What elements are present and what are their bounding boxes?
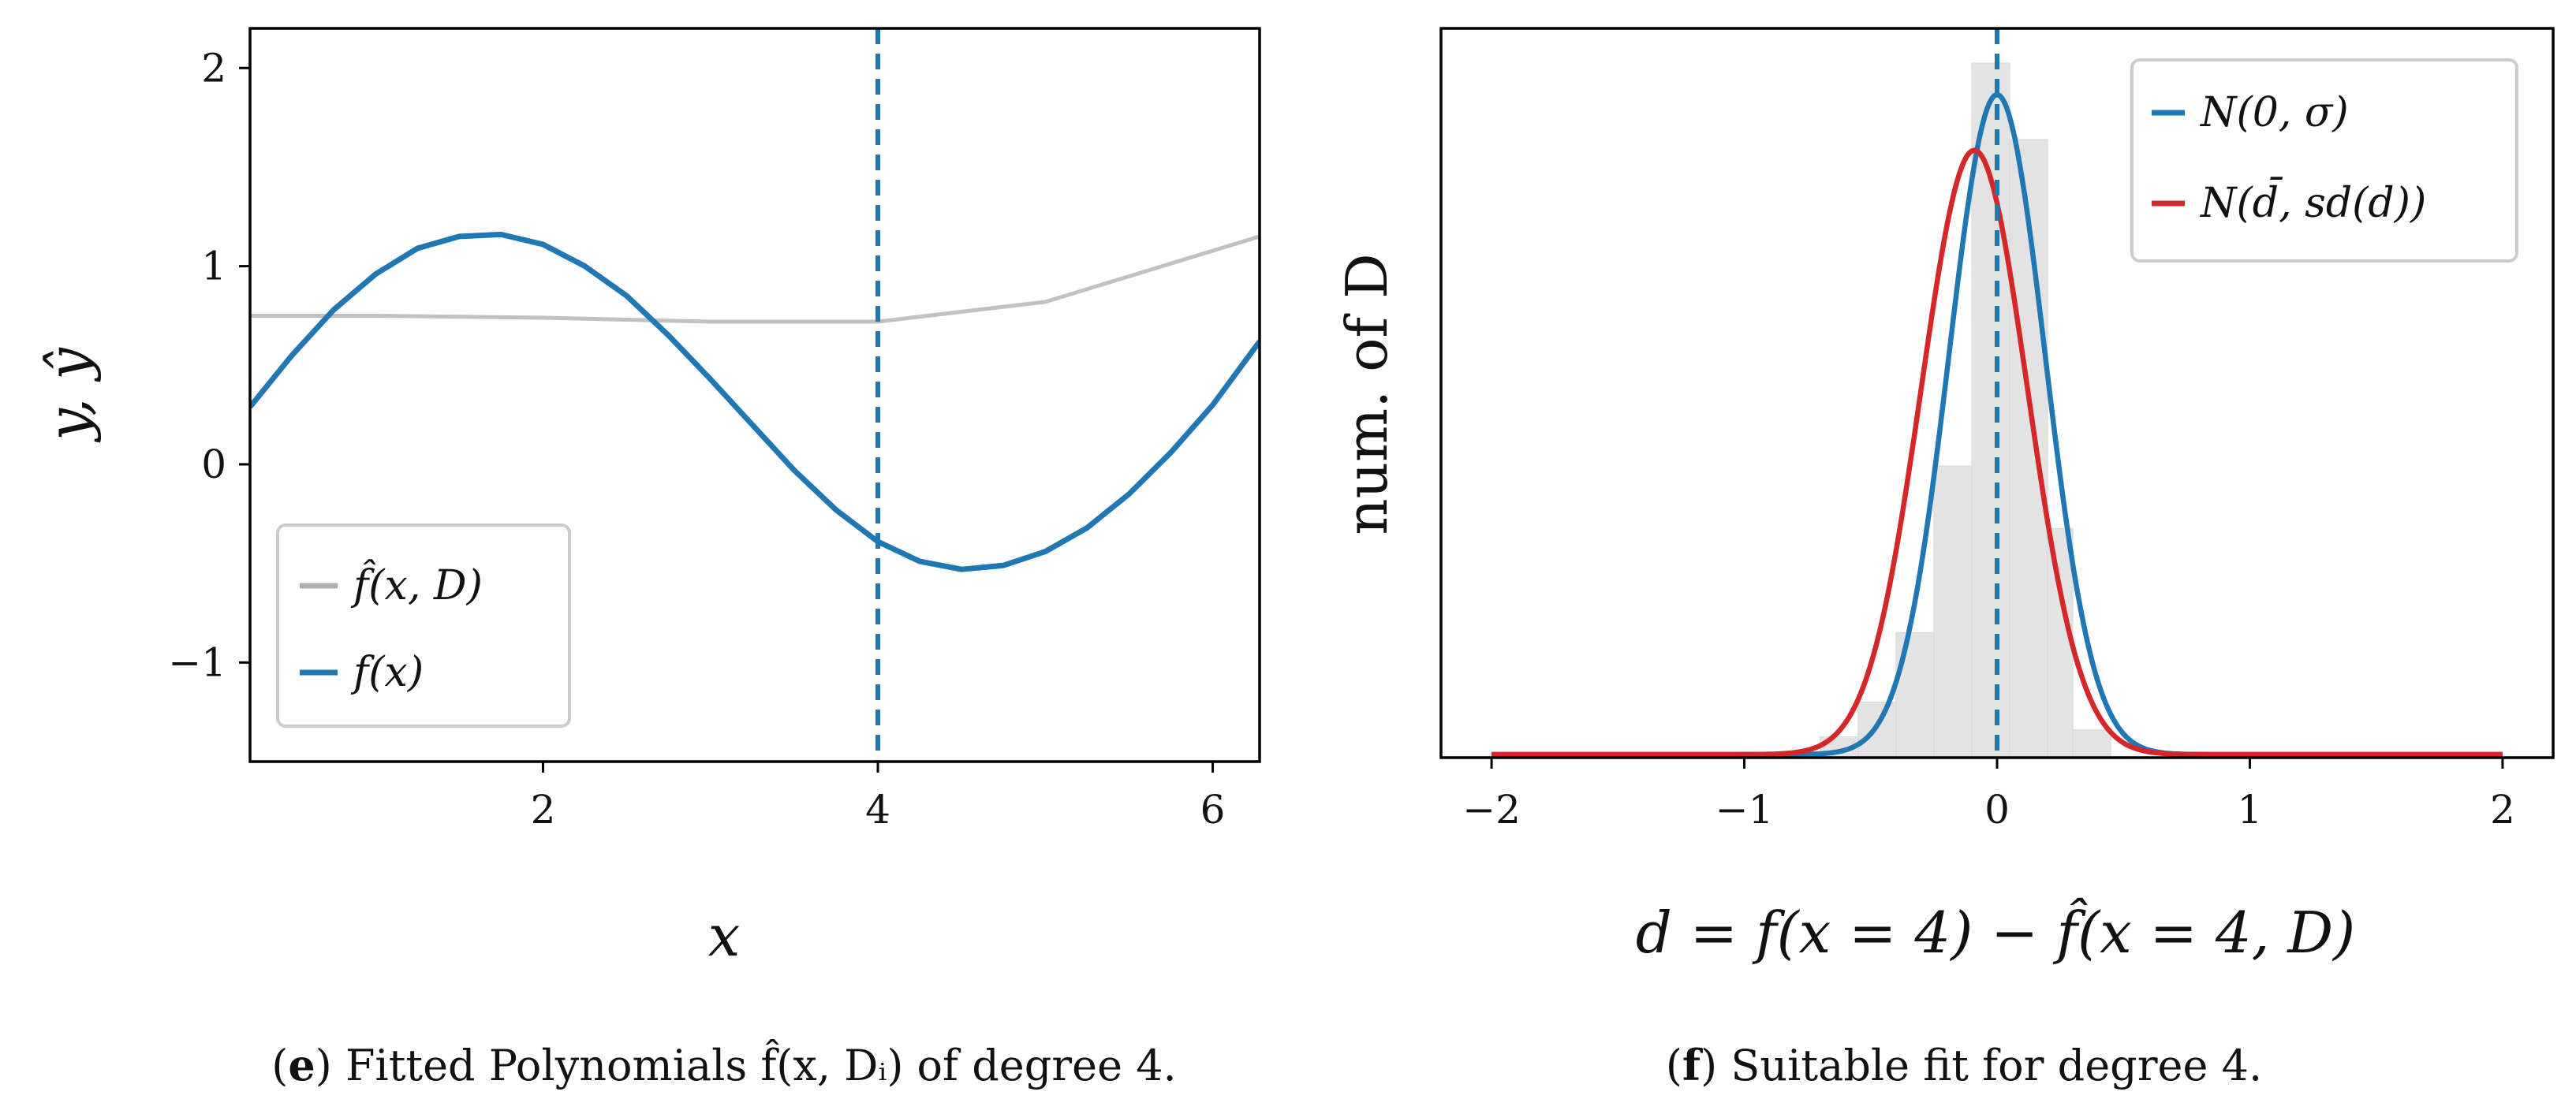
fitted-polynomial-flat [250,234,1260,324]
left-chart-panel: 2 4 6 −1 0 1 2 x y, ŷ f̂(x, D) f(x) [35,27,1261,969]
x-tick-label: −1 [1715,787,1774,833]
legend-label-true: f(x) [350,649,424,696]
right-y-axis-label: num. of D [1334,253,1400,535]
histogram-bar [1895,632,1935,758]
left-x-ticks: 2 4 6 [531,762,1226,833]
y-tick-label: 1 [201,244,226,289]
left-legend: f̂(x, D) f(x) [276,523,571,728]
right-legend: N(0, σ) N(d̄, sd(d)) [2130,58,2518,263]
left-y-axis-label: y, ŷ [35,347,102,443]
fitted-polynomials-group [250,234,1260,324]
x-tick-label: −2 [1462,787,1521,833]
right-caption: (f) Suitable fit for degree 4. [1666,1040,2262,1090]
true-function-line [250,231,1260,572]
x-tick-label: 4 [865,787,890,833]
left-x-axis-label: x [708,903,741,969]
histogram-bar [2009,139,2048,758]
histogram-bar [1971,62,2010,758]
right-chart-panel: −2 −1 0 1 2 d = f(x = 4) − f̂(x = 4, D) num.… [1334,27,2555,966]
x-tick-label: 1 [2238,787,2263,833]
histogram-bar [2072,729,2111,758]
normal-curve-nd [1491,147,2503,758]
legend-label-n0: N(0, σ) [2199,89,2349,136]
x-tick-label: 2 [2490,787,2515,833]
legend-label-fits: f̂(x, D) [350,560,483,609]
histogram-bar [1933,465,1973,758]
right-x-ticks: −2 −1 0 1 2 [1462,758,2515,833]
y-tick-label: 2 [201,45,226,91]
left-plot-frame [248,27,1261,763]
histogram-bar [2047,527,2074,758]
y-tick-label: 0 [201,442,226,487]
x-tick-label: 2 [531,787,556,833]
legend-label-nd: N(d̄, sd(d)) [2199,177,2426,227]
true-function-group [250,231,1260,572]
left-y-ticks: −1 0 1 2 [168,45,250,685]
right-x-axis-label: d = f(x = 4) − f̂(x = 4, D) [1636,896,2355,966]
histogram-bars-group [1820,62,2111,758]
left-caption: (e) Fitted Polynomials f̂(x, Dᵢ) of degr… [271,1038,1176,1090]
y-tick-label: −1 [168,639,226,685]
x-tick-label: 0 [1984,787,2010,833]
x-tick-label: 6 [1200,787,1226,833]
normal-curves-group [1491,91,2503,758]
